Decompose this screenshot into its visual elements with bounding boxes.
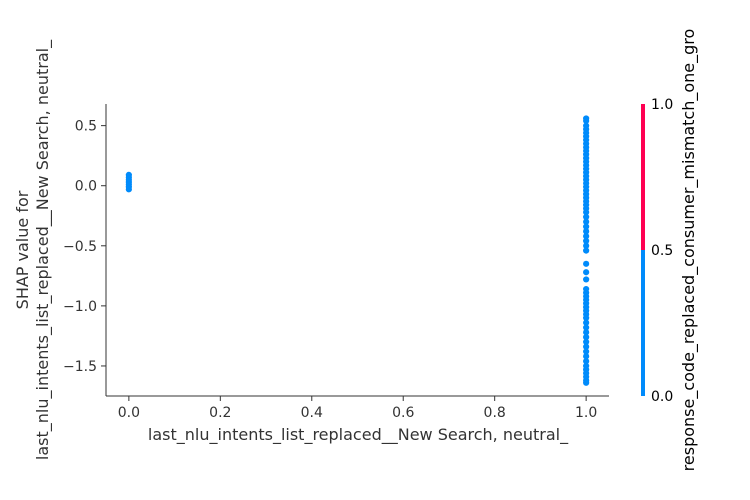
colorbar-label: response_code_replaced_consumer_mismatch… xyxy=(679,29,699,472)
axes xyxy=(105,104,609,397)
colorbar-tick-label: 0.5 xyxy=(651,243,673,259)
data-point xyxy=(583,348,590,355)
data-point xyxy=(583,379,590,386)
colorbar: 1.0 0.5 0.0 xyxy=(641,97,673,405)
data-point xyxy=(583,260,590,267)
y-axis-label-line2: last_nlu_intents_list_replaced__New Sear… xyxy=(33,39,53,460)
colorbar-segment xyxy=(641,104,645,250)
x-tick-label: 0.2 xyxy=(209,405,231,421)
x-tick-label: 0.8 xyxy=(484,405,506,421)
x-axis-ticks: 0.0 0.2 0.4 0.6 0.8 1.0 xyxy=(118,396,597,421)
y-axis-label-line1: SHAP value for xyxy=(13,190,32,309)
data-point xyxy=(583,319,590,326)
y-axis-ticks: 0.5 0.0 −0.5 −1.0 −1.5 xyxy=(63,119,106,375)
y-tick-label: −1.5 xyxy=(63,359,97,375)
data-point xyxy=(583,117,590,124)
data-point xyxy=(125,186,132,193)
data-point xyxy=(583,242,590,249)
data-point xyxy=(583,213,590,221)
data-point xyxy=(583,334,590,341)
data-point xyxy=(583,358,590,365)
data-point xyxy=(583,338,590,346)
data-point xyxy=(583,353,590,360)
data-point xyxy=(583,223,590,230)
y-tick-label: 0.5 xyxy=(75,119,97,135)
data-point xyxy=(583,276,590,283)
x-tick-label: 0.0 xyxy=(118,405,140,421)
data-point xyxy=(583,228,590,235)
colorbar-tick-label: 0.0 xyxy=(651,389,673,405)
x-tick-label: 0.4 xyxy=(301,405,323,421)
data-point xyxy=(583,329,590,336)
y-tick-label: 0.0 xyxy=(75,179,97,195)
x-axis-label: last_nlu_intents_list_replaced__New Sear… xyxy=(148,425,569,445)
y-tick-label: −1.0 xyxy=(63,299,97,315)
data-point xyxy=(583,247,590,254)
x-tick-label: 1.0 xyxy=(575,405,597,421)
x-tick-label: 0.6 xyxy=(392,405,414,421)
data-point xyxy=(583,324,590,331)
colorbar-segment xyxy=(641,250,645,396)
data-point xyxy=(583,218,590,225)
data-point xyxy=(583,237,590,245)
data-point xyxy=(583,343,590,350)
data-point xyxy=(583,233,590,240)
data-point xyxy=(583,314,590,321)
colorbar-tick-label: 1.0 xyxy=(651,97,673,113)
scatter-points xyxy=(125,115,590,386)
data-point xyxy=(583,209,590,216)
y-tick-label: −0.5 xyxy=(63,239,97,255)
data-point xyxy=(583,269,590,276)
